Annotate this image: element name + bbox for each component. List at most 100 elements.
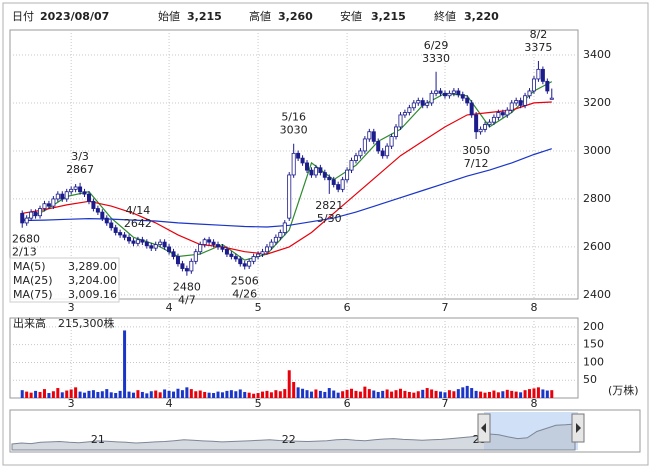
- volume-bar: [492, 390, 496, 398]
- candle-body: [465, 97, 470, 104]
- volume-bar: [100, 391, 104, 398]
- candle-body: [367, 131, 372, 140]
- volume-bar: [69, 389, 73, 398]
- candle-body: [60, 193, 65, 200]
- candle-body: [496, 112, 501, 118]
- y-tick-label: 2400: [583, 288, 611, 301]
- volume-bar: [439, 391, 443, 398]
- annotation-date: 7/12: [464, 157, 489, 170]
- candle-body: [264, 246, 269, 253]
- candle-body: [349, 160, 354, 171]
- candle-body: [491, 116, 496, 123]
- candle-body: [309, 169, 314, 176]
- candle-body: [282, 222, 287, 233]
- volume-bar: [318, 390, 322, 398]
- candle-body: [216, 244, 221, 248]
- candle-body: [29, 211, 34, 219]
- x-tick-label: 5: [255, 397, 262, 410]
- candle-body: [140, 239, 145, 243]
- volume-bar: [301, 388, 305, 398]
- handle-arrow: [576, 423, 581, 433]
- candle-body: [536, 68, 541, 80]
- candle-body: [51, 198, 56, 207]
- candle-body: [207, 239, 212, 243]
- candle-body: [78, 186, 83, 193]
- annotation-date: 5/30: [317, 212, 342, 225]
- candle-body: [184, 268, 189, 272]
- candle-body: [224, 248, 229, 255]
- annotation-date: 4/26: [232, 287, 257, 300]
- header-label: 終値: [434, 9, 456, 23]
- volume-bar: [203, 391, 207, 398]
- annotation-value: 2680: [12, 233, 40, 246]
- x-tick-label: 4: [166, 301, 173, 314]
- candle-body: [362, 138, 367, 152]
- legend-name: MA(25): [13, 274, 53, 287]
- candle-body: [95, 208, 100, 213]
- volume-bar: [514, 391, 518, 398]
- volume-bar: [412, 392, 416, 398]
- volume-bar: [225, 390, 229, 398]
- candle-body: [345, 169, 350, 181]
- volume-bar: [269, 392, 273, 398]
- volume-bar: [501, 391, 505, 398]
- volume-bar: [425, 388, 429, 398]
- volume-bar: [278, 391, 282, 398]
- candle-body: [340, 179, 345, 190]
- candle-body: [478, 128, 483, 133]
- volume-bar: [287, 370, 291, 398]
- volume-bar: [207, 392, 211, 398]
- candle-body: [46, 203, 51, 207]
- volume-bar: [363, 386, 367, 398]
- volume-bar: [56, 388, 60, 398]
- header-value: 3,260: [278, 10, 313, 23]
- volume-bar: [314, 389, 318, 398]
- x-tick-label: 7: [441, 301, 448, 314]
- volume-bar: [519, 392, 523, 398]
- candle-body: [469, 102, 474, 116]
- y-tick-label: 3200: [583, 96, 611, 109]
- candle-body: [358, 150, 363, 157]
- volume-bar: [25, 391, 29, 398]
- volume-bar: [367, 389, 371, 398]
- annotation-date: 6/29: [424, 39, 449, 52]
- legend-box: [9, 257, 120, 303]
- candle-body: [518, 100, 523, 106]
- candle-body: [238, 258, 243, 265]
- volume-bar: [407, 391, 411, 398]
- candle-body: [389, 136, 394, 147]
- volume-bar: [323, 391, 327, 398]
- volume-bar: [358, 391, 362, 398]
- candle-body: [376, 140, 381, 152]
- volume-panel: [9, 317, 579, 399]
- x-tick-label: 3: [68, 397, 75, 410]
- volume-bar: [145, 393, 149, 398]
- candle-body: [69, 188, 74, 193]
- volume-bar: [430, 389, 434, 398]
- candle-body: [24, 217, 29, 224]
- volume-bar: [247, 392, 251, 398]
- volume-bar: [474, 390, 478, 398]
- volume-bar: [140, 391, 144, 398]
- candle-body: [73, 186, 78, 190]
- candle-body: [82, 191, 87, 195]
- candle-body: [229, 253, 234, 257]
- x-tick-label: 4: [166, 397, 173, 410]
- candle-body: [202, 239, 207, 245]
- candle-body: [447, 92, 452, 97]
- candle-body: [296, 152, 301, 159]
- annotation-date: 8/2: [530, 28, 548, 41]
- volume-bar: [20, 390, 24, 398]
- volume-bar: [83, 392, 87, 398]
- volume-unit: (万株): [608, 383, 639, 397]
- volume-bar: [51, 391, 55, 398]
- candle-body: [545, 80, 550, 92]
- handle-arrow: [481, 423, 486, 433]
- annotation-value: 3030: [280, 124, 308, 137]
- volume-bar: [390, 391, 394, 398]
- candle-body: [514, 100, 519, 104]
- candle-body: [64, 191, 69, 200]
- candle-body: [273, 236, 278, 243]
- volume-bar: [510, 390, 514, 398]
- candle-body: [291, 152, 296, 176]
